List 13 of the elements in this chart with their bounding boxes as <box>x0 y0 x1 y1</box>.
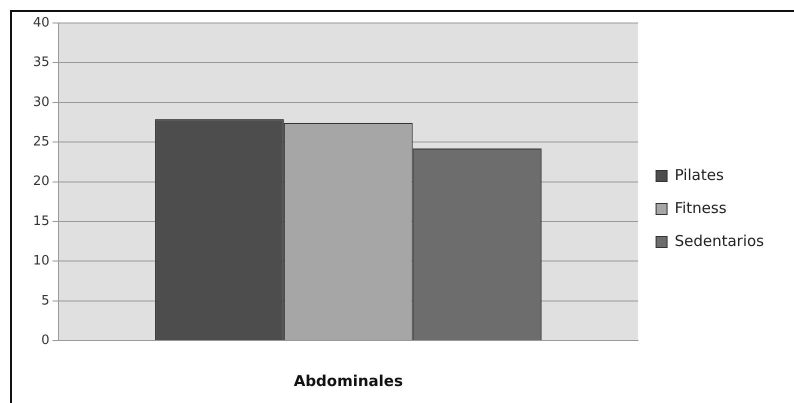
y-tick-label: 35 <box>32 55 50 70</box>
y-tick-label: 25 <box>32 134 50 150</box>
y-tick-label: 20 <box>32 174 50 190</box>
legend-label: Sedentarios <box>674 232 764 250</box>
legend-label: Pilates <box>674 166 724 184</box>
legend-label: Fitness <box>674 198 727 217</box>
y-tick-label: 0 <box>41 332 50 348</box>
y-tick-label: 5 <box>41 293 50 308</box>
x-axis-title: Abdominales <box>294 372 403 390</box>
y-tick-label: 10 <box>32 254 50 269</box>
y-tick-label: 40 <box>32 15 50 30</box>
y-tick-label: 30 <box>32 94 50 110</box>
y-tick-label: 15 <box>32 214 50 229</box>
